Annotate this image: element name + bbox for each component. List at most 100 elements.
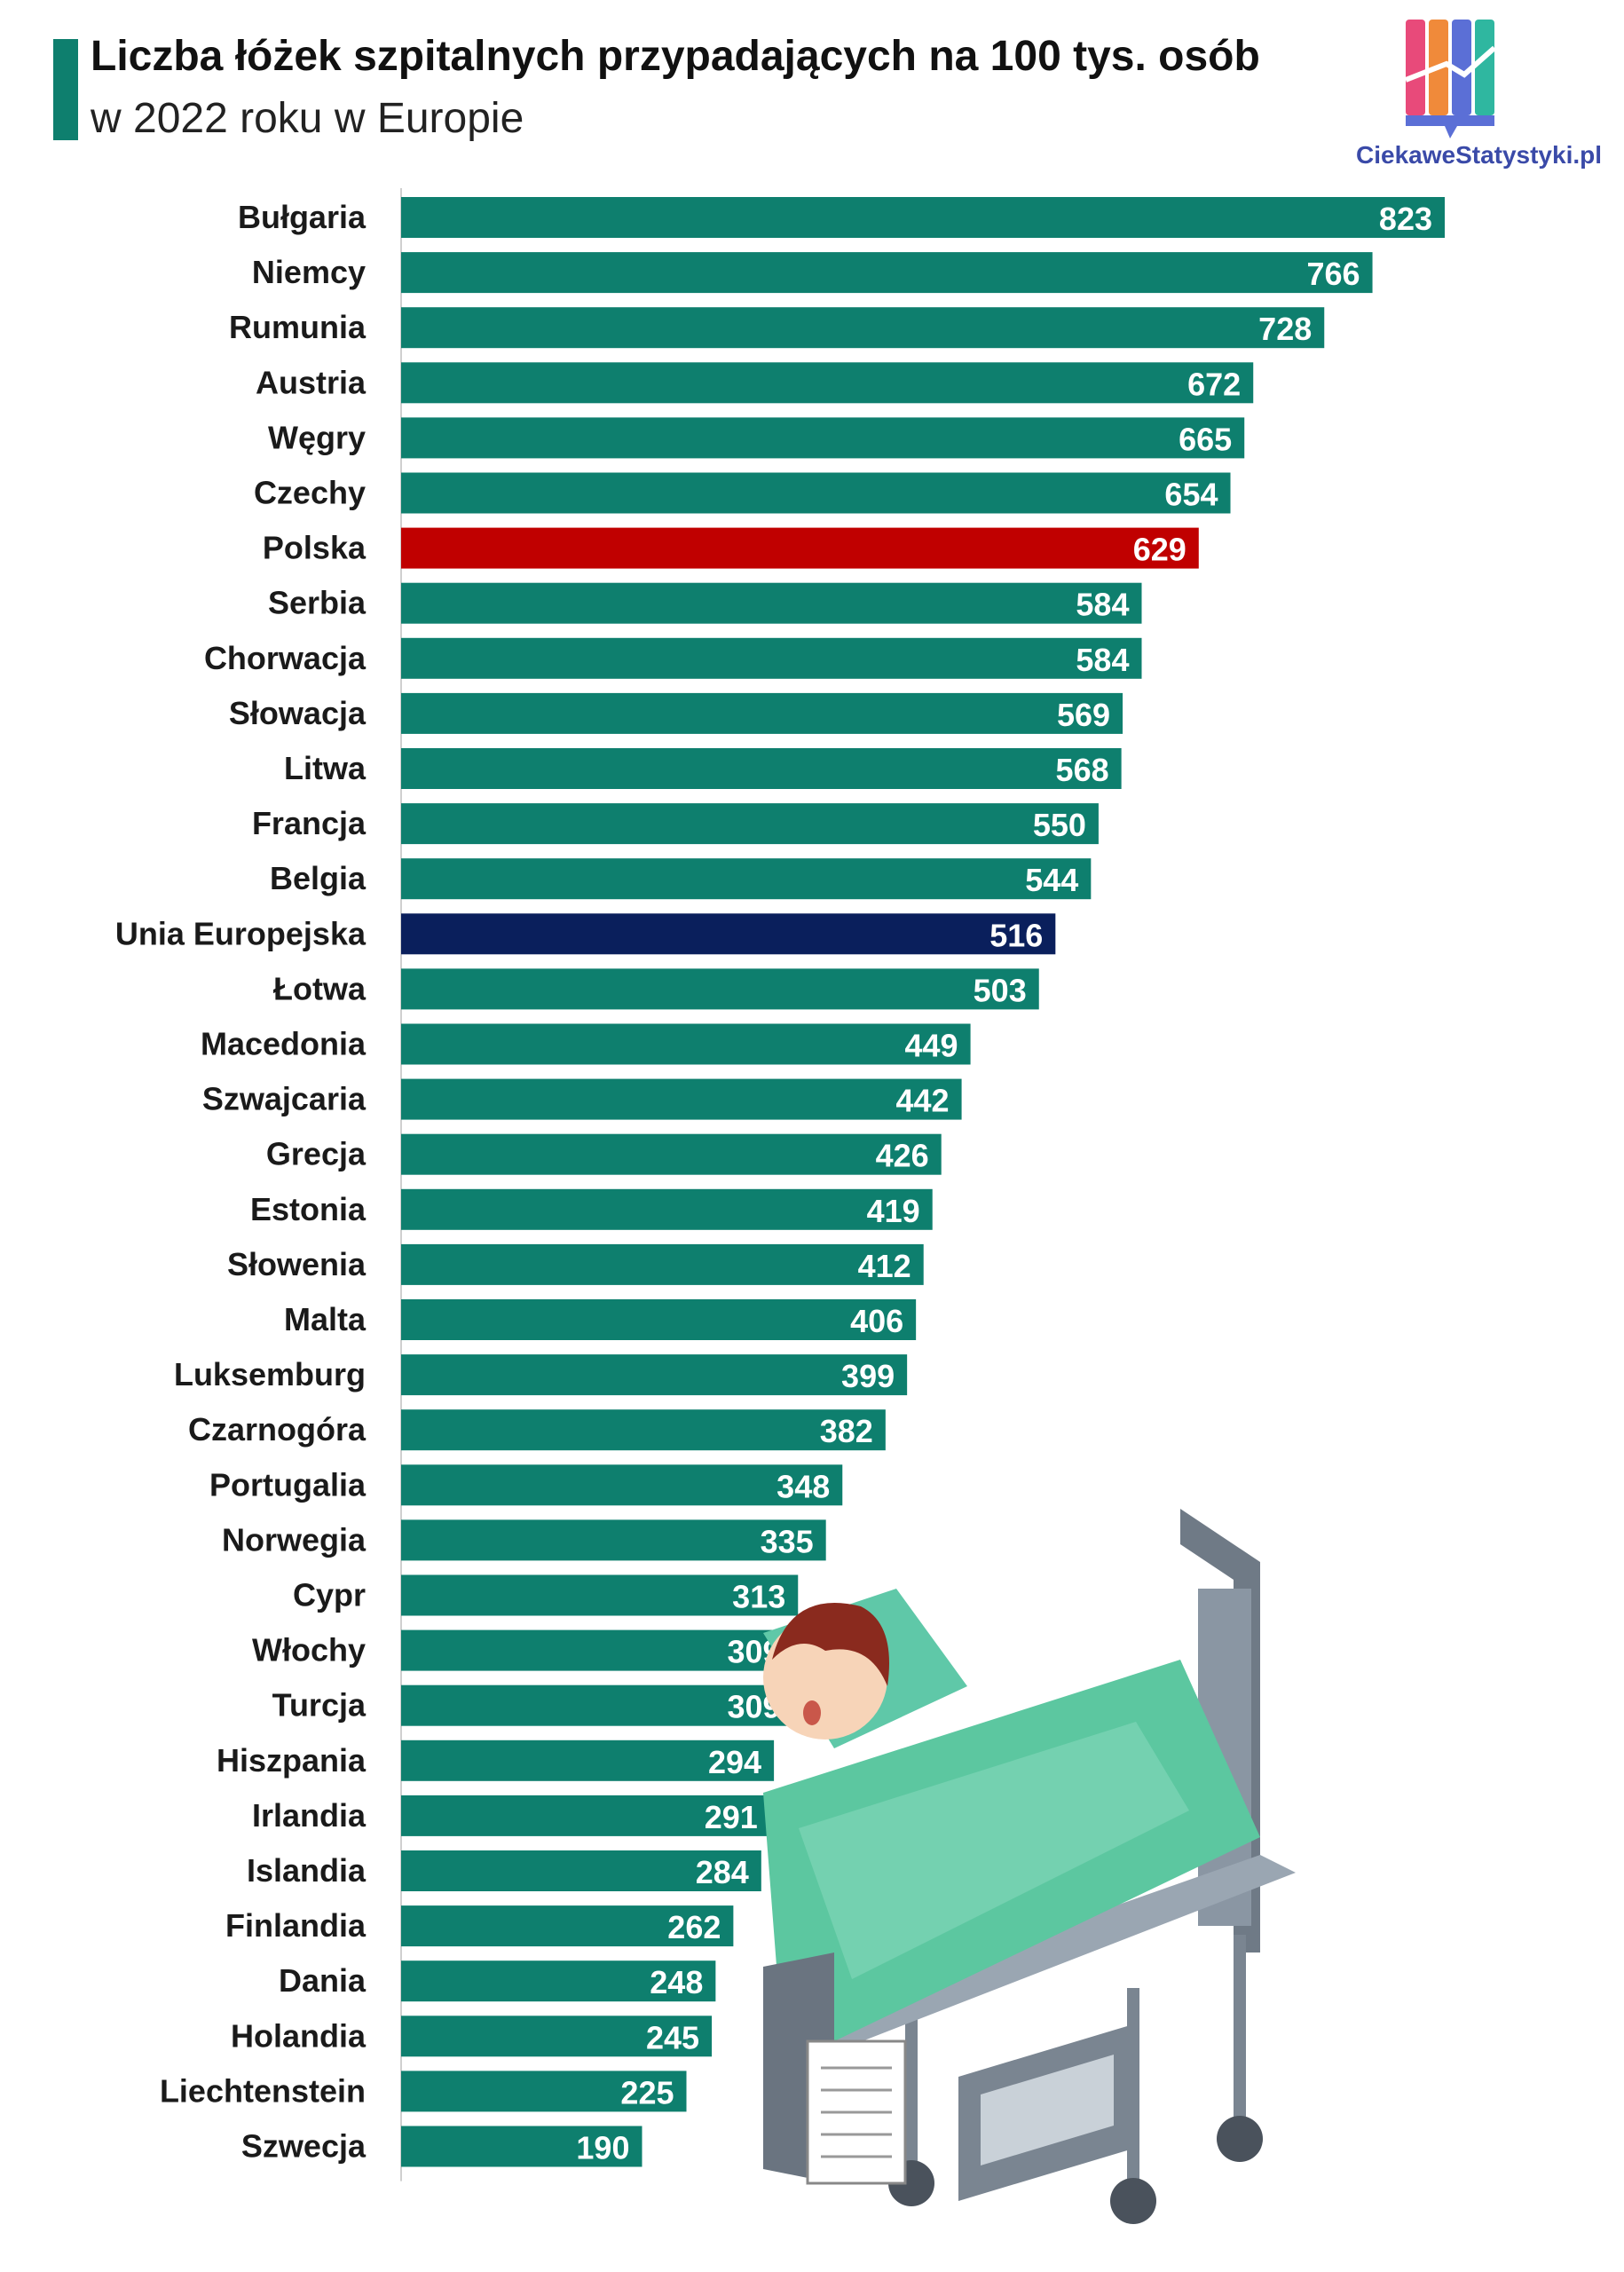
value-label: 766 [1306, 256, 1360, 292]
hospital-bed-patient-icon [745, 1456, 1615, 2254]
value-label: 348 [777, 1468, 830, 1504]
bar [401, 913, 1056, 955]
bar [401, 472, 1231, 514]
category-label: Luksemburg [174, 1356, 366, 1392]
category-label: Norwegia [222, 1521, 367, 1558]
value-label: 406 [850, 1303, 903, 1339]
category-label: Litwa [284, 750, 367, 786]
value-label: 449 [905, 1028, 958, 1064]
category-label: Rumunia [229, 309, 367, 345]
value-label: 248 [650, 1964, 703, 2000]
bar [401, 527, 1199, 569]
value-label: 629 [1133, 532, 1186, 568]
bar [401, 1023, 971, 1065]
value-label: 665 [1179, 421, 1232, 457]
bar [401, 858, 1092, 900]
category-label: Hiszpania [217, 1742, 367, 1779]
category-label: Portugalia [209, 1466, 367, 1503]
value-label: 426 [876, 1138, 929, 1174]
category-label: Holandia [231, 2017, 367, 2054]
bar [401, 307, 1325, 349]
bar [401, 362, 1254, 404]
bar-chart-logo-icon: CiekaweStatystyki.pl [1356, 20, 1602, 169]
category-label: Liechtenstein [160, 2072, 366, 2109]
bar [401, 692, 1123, 734]
category-label: Francja [252, 805, 367, 841]
category-label: Grecja [266, 1136, 367, 1172]
category-label: Polska [263, 530, 367, 566]
bar [401, 2126, 643, 2167]
category-label: Słowenia [227, 1246, 367, 1282]
bar [401, 1409, 886, 1451]
category-label: Szwecja [241, 2128, 367, 2165]
bar [401, 1243, 924, 1285]
value-label: 550 [1033, 807, 1086, 843]
bar [401, 252, 1373, 294]
category-label: Belgia [270, 860, 367, 896]
value-label: 335 [761, 1523, 814, 1559]
category-label: Bułgaria [238, 199, 367, 235]
category-label: Czechy [254, 475, 366, 511]
category-label: Cypr [293, 1577, 366, 1613]
bar [401, 1078, 962, 1120]
category-label: Słowacja [229, 695, 367, 731]
value-label: 569 [1057, 697, 1110, 733]
value-label: 584 [1076, 642, 1129, 678]
bar [401, 803, 1099, 845]
category-label: Węgry [268, 419, 366, 455]
category-label: Turcja [272, 1687, 367, 1724]
category-label: Niemcy [252, 254, 366, 290]
bar [401, 582, 1142, 624]
value-label: 412 [858, 1248, 911, 1284]
logo-text: CiekaweStatystyki.pl [1356, 141, 1602, 169]
value-label: 516 [989, 917, 1043, 953]
value-label: 442 [896, 1083, 950, 1119]
value-label: 728 [1258, 311, 1312, 347]
bar [401, 1133, 942, 1175]
category-label: Dania [279, 1962, 367, 1999]
bar [401, 2016, 713, 2057]
category-label: Irlandia [252, 1797, 367, 1834]
value-label: 544 [1025, 862, 1078, 898]
bar [401, 1188, 933, 1230]
category-label: Austria [256, 364, 367, 400]
value-label: 584 [1076, 587, 1129, 623]
category-label: Finlandia [225, 1907, 367, 1944]
value-label: 284 [696, 1854, 749, 1890]
value-label: 294 [708, 1744, 761, 1780]
bar [401, 1905, 734, 1947]
site-logo[interactable]: CiekaweStatystyki.pl [1349, 16, 1606, 185]
value-label: 245 [646, 2019, 699, 2055]
category-label: Włochy [252, 1632, 366, 1668]
value-label: 419 [867, 1193, 920, 1229]
category-label: Chorwacja [204, 640, 367, 676]
bar [401, 1684, 793, 1726]
bar [401, 1519, 826, 1561]
bar [401, 1629, 793, 1671]
category-label: Łotwa [273, 970, 367, 1006]
value-label: 823 [1379, 201, 1432, 237]
category-label: Szwajcaria [202, 1081, 367, 1117]
bar [401, 637, 1142, 679]
category-label: Czarnogóra [188, 1411, 367, 1448]
bar [401, 417, 1245, 459]
bar [401, 1850, 761, 1891]
chart-subtitle: w 2022 roku w Europie [91, 95, 524, 142]
category-label: Unia Europejska [115, 915, 367, 951]
bar [401, 1795, 770, 1836]
category-label: Estonia [250, 1191, 367, 1227]
title-accent-bar [53, 39, 78, 140]
bar [401, 1574, 799, 1616]
category-label: Serbia [268, 585, 367, 621]
value-label: 503 [974, 972, 1027, 1008]
value-label: 262 [667, 1909, 721, 1945]
value-label: 190 [576, 2130, 629, 2166]
category-label: Malta [284, 1301, 367, 1337]
bars-group: Bułgaria 823 Niemcy 766 Rumunia 728 Austria 672… [115, 197, 1445, 2167]
value-label: 225 [620, 2074, 674, 2110]
value-label: 568 [1056, 752, 1109, 788]
bar [401, 1740, 775, 1781]
bar [401, 1354, 908, 1396]
category-label: Islandia [247, 1852, 367, 1889]
